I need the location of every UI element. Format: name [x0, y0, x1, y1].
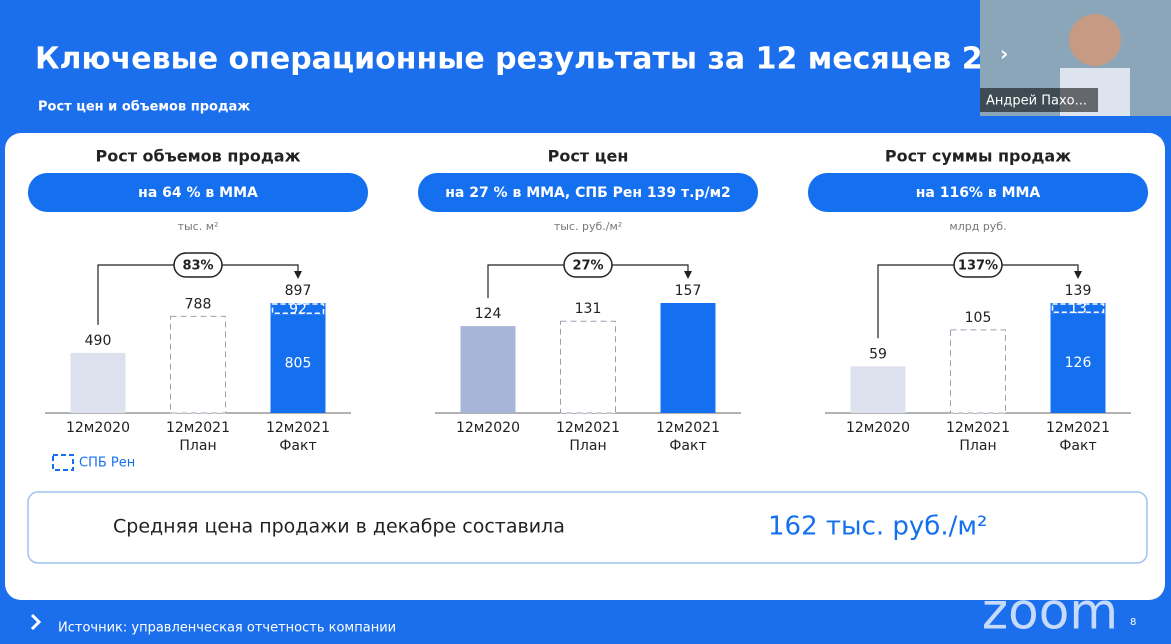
- value-label: 788: [185, 296, 212, 312]
- participant-name: Андрей Пахо...: [986, 94, 1087, 109]
- bar: [560, 320, 616, 414]
- zoom-watermark: zoom: [982, 583, 1118, 641]
- value-label: 490: [85, 333, 112, 349]
- category-label: 12м2021 Факт: [266, 420, 330, 454]
- page-number: 8: [1130, 617, 1136, 628]
- unit-label: тыс. м²: [178, 220, 219, 233]
- bar-extra-outline: [271, 303, 325, 315]
- slide-title: Ключевые операционные результаты за 12 м…: [35, 42, 1045, 77]
- value-label: 131: [575, 301, 602, 317]
- value-label: 59: [869, 346, 887, 362]
- growth-badge: [953, 252, 1003, 278]
- bar: [460, 326, 516, 413]
- summary-box: [27, 491, 1148, 564]
- chart-title: Рост суммы продаж: [885, 147, 1071, 166]
- bar: [70, 352, 126, 413]
- category-label: 12м2021 Факт: [1046, 420, 1110, 454]
- participant-face: [1069, 14, 1121, 66]
- highlight-pill: [418, 173, 758, 212]
- value-label-inside: 805: [285, 356, 312, 372]
- growth-arrow: [294, 271, 302, 279]
- category-label: 12м2020: [66, 420, 130, 436]
- chart-title: Рост объемов продаж: [96, 147, 301, 166]
- extra-label: 92: [289, 302, 307, 318]
- highlight-pill: [28, 173, 368, 212]
- growth-badge: [173, 252, 223, 278]
- chart-title: Рост цен: [548, 147, 629, 166]
- legend-label: СПБ Рен: [79, 456, 135, 471]
- highlight-text: на 64 % в ММА: [138, 185, 258, 201]
- slide-subtitle: Рост цен и объемов продаж: [38, 100, 250, 115]
- highlight-text: на 116% в ММА: [916, 185, 1041, 201]
- bar: [1050, 313, 1106, 413]
- value-label: 105: [965, 310, 992, 326]
- footer-source: Источник: управленческая отчетность комп…: [58, 621, 396, 636]
- bar: [850, 366, 906, 413]
- growth-arrow: [1074, 271, 1082, 279]
- bar: [270, 314, 326, 413]
- bar-extra: [270, 303, 326, 315]
- value-label: 897: [285, 283, 312, 299]
- value-label: 124: [475, 306, 502, 322]
- value-label-inside: 126: [1065, 355, 1092, 371]
- extra-label: 13: [1069, 301, 1087, 317]
- participant-name-bg: [980, 88, 1098, 112]
- bar: [170, 315, 226, 414]
- footer-chevron: [30, 613, 42, 631]
- bar: [950, 329, 1006, 414]
- summary-value: 162 тыс. руб./м²: [768, 512, 987, 542]
- category-label: 12м2020: [846, 420, 910, 436]
- unit-label: тыс. руб./м²: [554, 220, 622, 233]
- growth-label: 137%: [958, 259, 998, 274]
- next-chevron[interactable]: ›: [1000, 42, 1008, 66]
- bar: [660, 303, 716, 413]
- growth-label: 83%: [182, 259, 213, 274]
- highlight-text: на 27 % в ММА, СПБ Рен 139 т.р/м2: [445, 185, 731, 201]
- category-label: 12м2021 План: [556, 420, 620, 454]
- category-label: 12м2021 План: [946, 420, 1010, 454]
- category-label: 12м2021 План: [166, 420, 230, 454]
- category-label: 12м2021 Факт: [656, 420, 720, 454]
- unit-label: млрд руб.: [949, 220, 1006, 233]
- growth-badge: [563, 252, 613, 278]
- bar-extra: [1050, 303, 1106, 314]
- growth-arrow: [684, 271, 692, 279]
- highlight-pill: [808, 173, 1148, 212]
- value-label: 139: [1065, 283, 1092, 299]
- category-label: 12м2020: [456, 420, 520, 436]
- legend-swatch: [52, 454, 74, 471]
- bar-extra-outline: [1051, 303, 1105, 314]
- growth-label: 27%: [572, 259, 603, 274]
- summary-text: Средняя цена продажи в декабре составила: [113, 516, 565, 538]
- value-label: 157: [675, 283, 702, 299]
